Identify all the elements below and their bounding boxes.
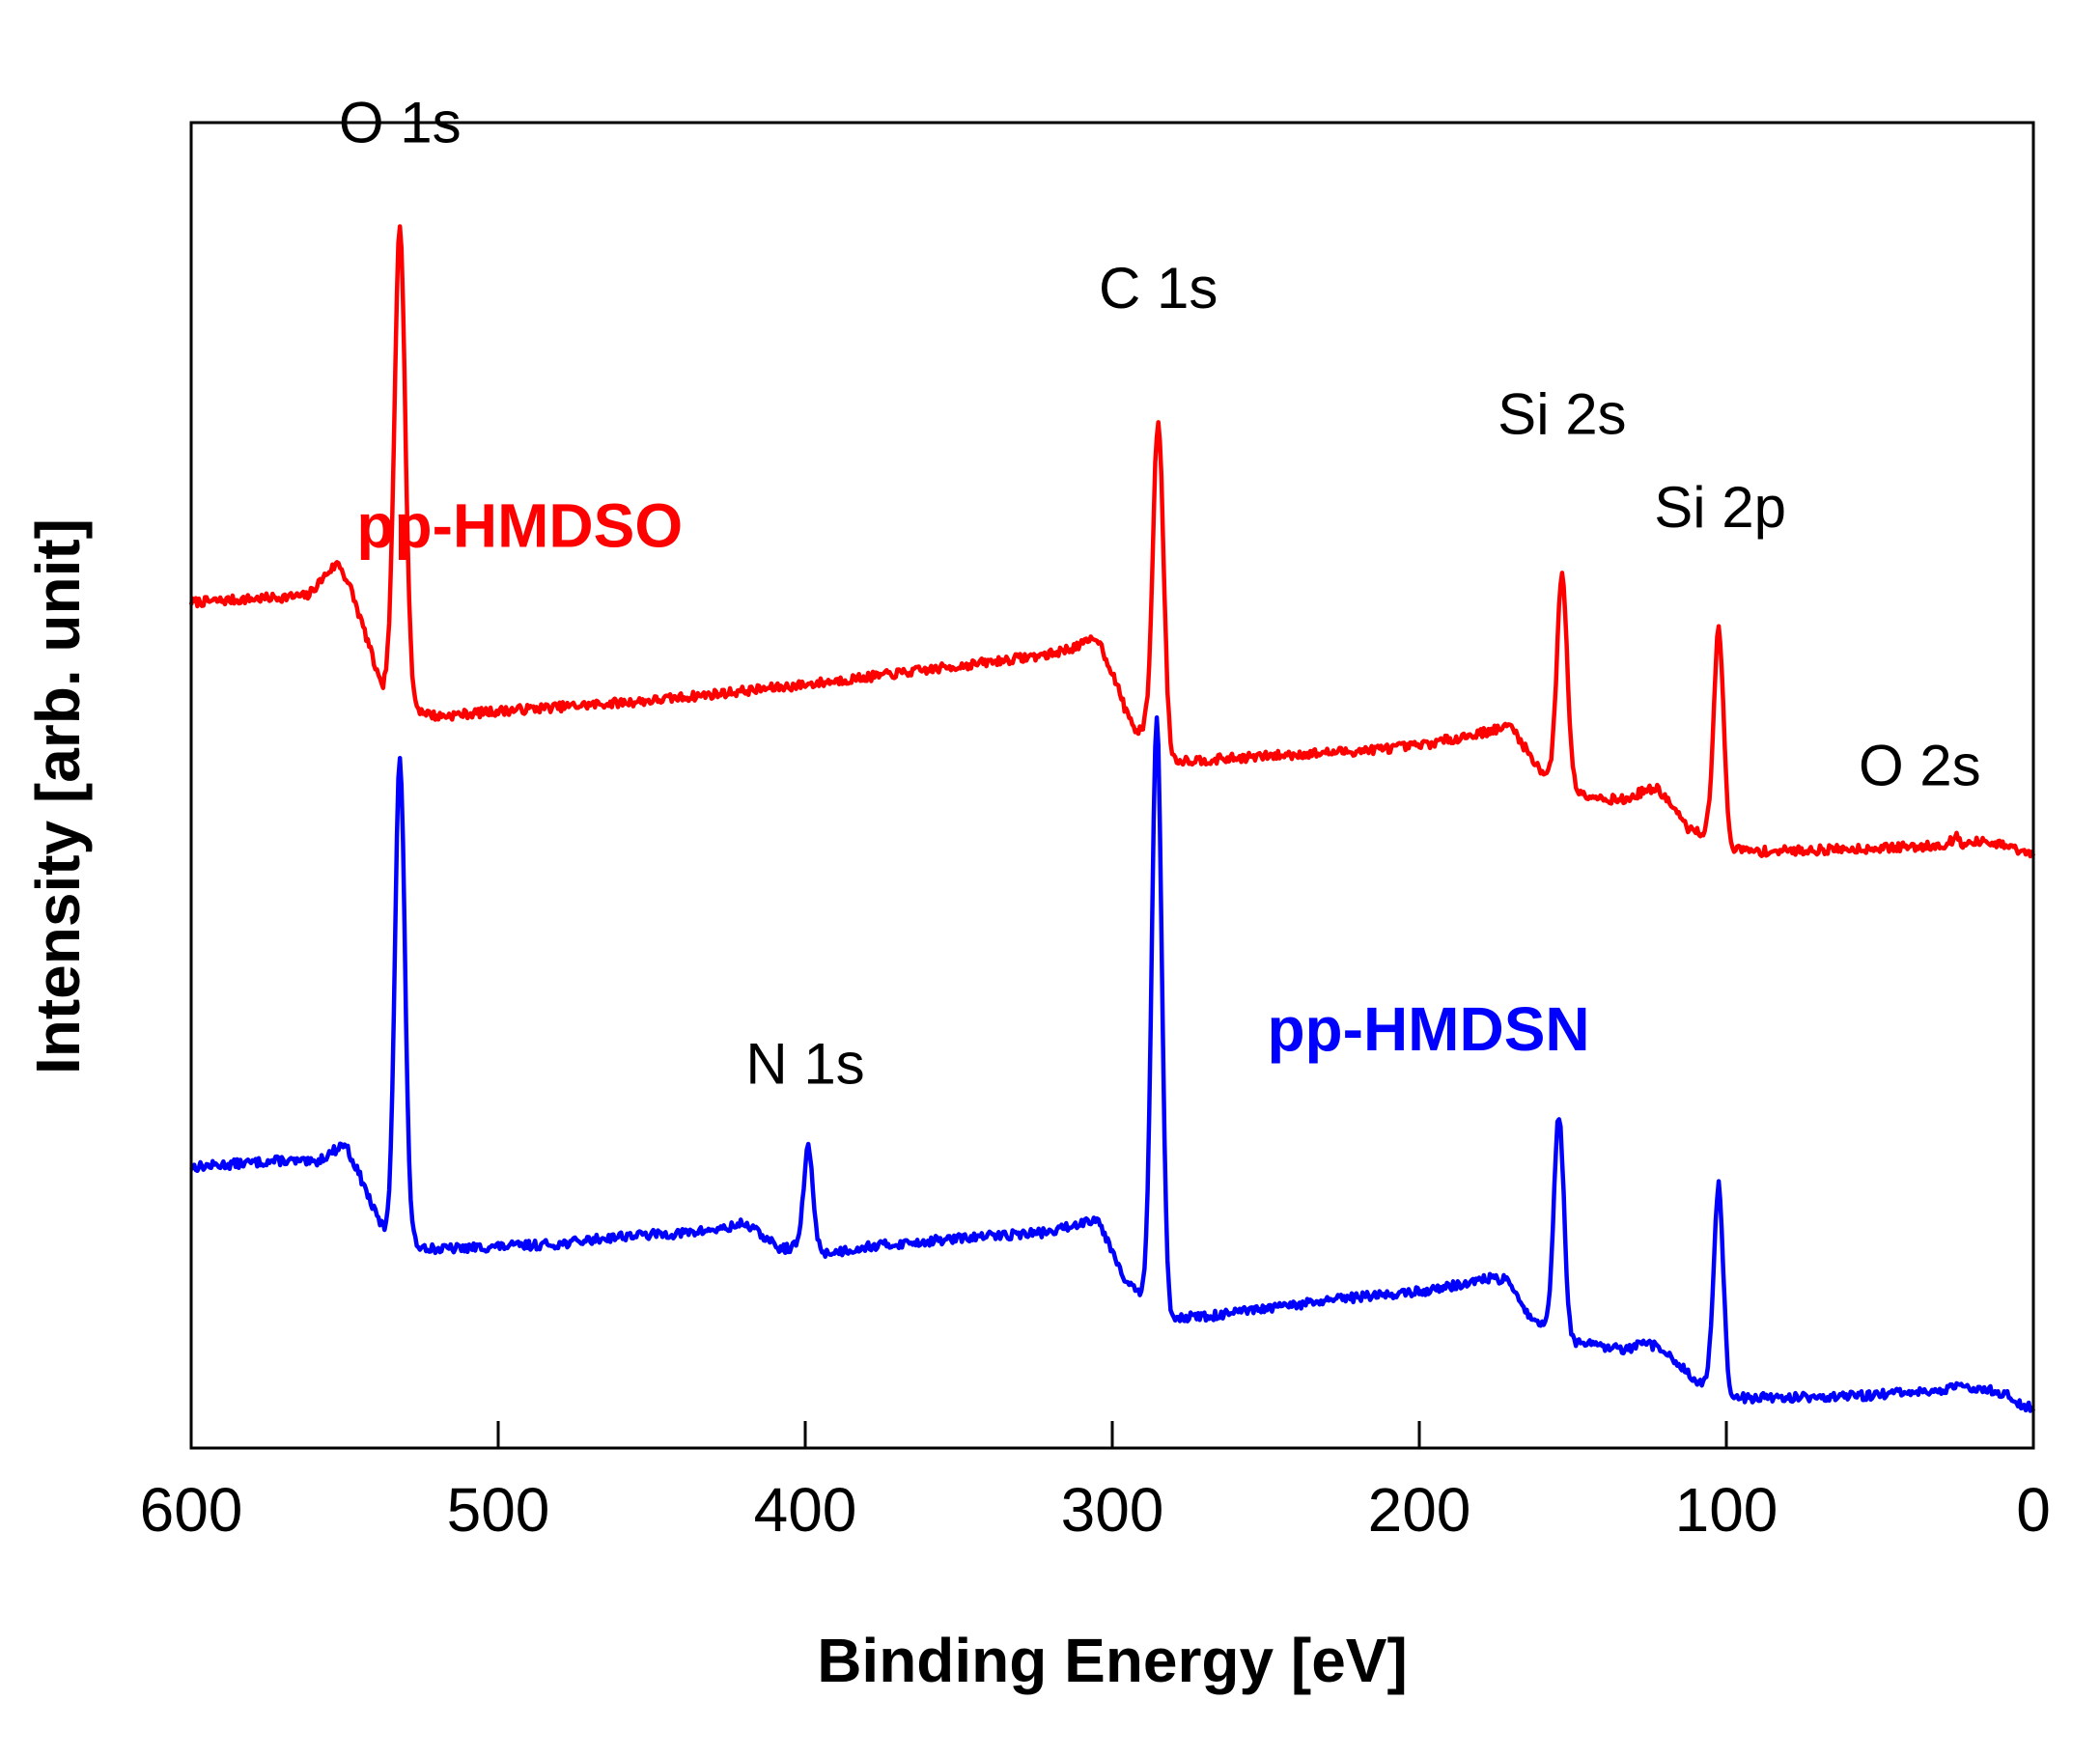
- peak-label: Si 2s: [1498, 382, 1626, 447]
- series-label: pp-HMDSO: [356, 490, 683, 560]
- y-axis-title: Intensity [arb. unit]: [23, 518, 93, 1074]
- x-tick-label: 400: [754, 1475, 857, 1545]
- peak-label: C 1s: [1099, 256, 1218, 321]
- peak-label: N 1s: [745, 1031, 864, 1096]
- peak-label: O 2s: [1859, 734, 1981, 798]
- series-line-1: [188, 224, 2036, 859]
- x-tick-label: 600: [140, 1475, 243, 1545]
- peak-label: O 1s: [339, 91, 462, 155]
- x-tick-label: 500: [447, 1475, 550, 1545]
- x-tick-label: 200: [1368, 1475, 1471, 1545]
- x-tick-label: 300: [1061, 1475, 1164, 1545]
- x-axis-title: Binding Energy [eV]: [817, 1626, 1408, 1695]
- series-layer: [188, 224, 2036, 1413]
- series-line-2: [189, 715, 2036, 1413]
- x-tick-label: 0: [2016, 1475, 2051, 1545]
- series-label: pp-HMDSN: [1267, 994, 1589, 1064]
- x-tick-label: 100: [1675, 1475, 1778, 1545]
- x-axis: 600 500 400 300 200 100 0: [140, 1421, 2051, 1545]
- peak-label: Si 2p: [1654, 475, 1786, 540]
- annotation-layer: O 1s C 1s Si 2s Si 2p O 2s N 1s pp-HMDSO pp-HMD…: [339, 91, 1981, 1097]
